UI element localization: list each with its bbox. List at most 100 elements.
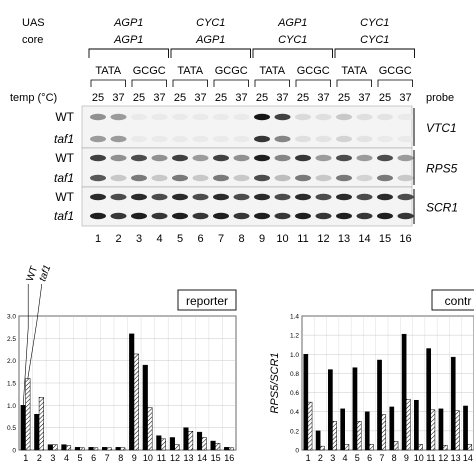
blot-band	[110, 193, 127, 201]
chart-title-box	[431, 289, 474, 311]
bar-wt	[142, 364, 148, 451]
x-tick-label: 8	[392, 453, 397, 463]
x-tick-label: 9	[132, 453, 137, 463]
lane-number: 16	[399, 233, 411, 245]
blot-band	[254, 113, 270, 121]
blot-band	[192, 154, 209, 162]
x-tick-label: 2	[318, 453, 323, 463]
temperature-label: 37	[399, 92, 411, 104]
blot-band	[233, 154, 250, 162]
lane-number: 11	[297, 233, 308, 245]
temperature-label: 37	[112, 92, 124, 104]
blot-band	[90, 154, 106, 162]
temperature-label: 37	[317, 92, 329, 104]
genotype-label: WT	[55, 110, 74, 124]
control-chart: 00.20.40.60.81.01.21.41 2 3 4 5 6 7 8 9 10 11 12 13 1…	[269, 289, 474, 463]
temperature-label: 37	[194, 92, 206, 104]
blot-band	[377, 212, 393, 220]
blot-band	[274, 174, 291, 182]
legend-label-wt: WT	[25, 265, 41, 283]
blot-band	[90, 113, 106, 121]
temperature-label: 25	[379, 92, 391, 104]
bar-taf1	[455, 410, 460, 451]
blot-band	[151, 212, 168, 220]
bar-wt	[196, 431, 203, 451]
x-tick-label: 5	[355, 453, 360, 463]
bar-taf1	[65, 445, 72, 451]
x-tick-label: 13	[184, 453, 194, 463]
blot-band	[233, 113, 250, 121]
temperature-label: 37	[235, 92, 247, 104]
blot-band	[336, 154, 352, 162]
element-bracket	[254, 79, 290, 87]
bar-taf1	[79, 447, 85, 451]
blot-band	[336, 113, 352, 121]
blot-band	[295, 212, 311, 220]
temp-label: temp (°C)	[10, 92, 57, 104]
temperature-label: 25	[256, 92, 268, 104]
blot-band	[131, 193, 147, 201]
blot-band	[377, 113, 393, 121]
bar-taf1	[228, 447, 234, 451]
x-tick-label: 11	[157, 453, 166, 463]
x-tick-label: 5	[78, 453, 83, 463]
blot-band	[192, 212, 209, 220]
blot-band	[131, 113, 147, 121]
blot-band	[131, 135, 147, 143]
element-bracket	[172, 79, 208, 87]
core-element-label: TATA	[177, 65, 203, 77]
bar-taf1	[93, 447, 99, 451]
bar-wt	[34, 414, 40, 451]
blot-band	[192, 193, 209, 201]
blot-band	[274, 113, 291, 121]
legend-callout-wt	[22, 284, 29, 406]
core-element-labels: TATA GCGC TATA GCGC TATA GCGC TATA GCGC	[90, 65, 413, 87]
genotype-label: taf1	[54, 132, 74, 146]
bar-wt	[340, 408, 346, 451]
legend-label-taf1: taf1	[37, 264, 53, 283]
blot-band	[274, 154, 291, 162]
lane-numbers: 1 2 3 4 5 6 7 8 9 10 11 12 13 14 15 16	[95, 233, 412, 245]
lane-number: 1	[95, 233, 101, 245]
blot-band	[192, 174, 209, 182]
blot-band	[377, 135, 393, 143]
y-tick-label: 0.8	[290, 371, 299, 378]
group-bracket	[170, 48, 251, 58]
blot-band	[90, 212, 106, 220]
blot-band	[356, 154, 373, 162]
blot-band	[192, 113, 209, 121]
genotype-label: taf1	[54, 171, 74, 185]
y-tick-label: 1.4	[290, 314, 299, 321]
blot-band	[110, 135, 127, 143]
bar-taf1	[147, 407, 153, 451]
bar-wt	[20, 405, 26, 451]
core-element-label: TATA	[95, 65, 121, 77]
group-core-label: CYC1	[360, 34, 389, 46]
lane-number: 9	[259, 233, 265, 245]
lane-number: 4	[156, 233, 162, 245]
blot-band	[377, 154, 393, 162]
x-tick-label: 2	[37, 453, 42, 463]
blot-band	[151, 154, 168, 162]
bar-taf1	[369, 444, 374, 451]
bar-wt	[303, 354, 309, 451]
x-tick-label: 11	[426, 453, 435, 463]
blot-band	[315, 212, 332, 220]
element-bracket	[131, 79, 167, 87]
y-tick-label: 2.0	[7, 358, 16, 365]
probe-label: probe	[426, 92, 454, 104]
chart-title: contr	[445, 294, 472, 308]
bar-wt	[414, 399, 419, 451]
legend-callout-taf1	[27, 283, 43, 379]
temperature-label: 37	[358, 92, 370, 104]
blot-band	[213, 193, 229, 201]
blot-band	[356, 174, 373, 182]
bar-wt	[377, 359, 382, 451]
bar-wt	[438, 408, 444, 451]
blot-band	[356, 135, 373, 143]
blot-band	[315, 113, 332, 121]
blot-band	[90, 174, 106, 182]
bar-wt	[169, 437, 175, 451]
y-axis-label: RPS5/SCR1	[269, 352, 281, 413]
